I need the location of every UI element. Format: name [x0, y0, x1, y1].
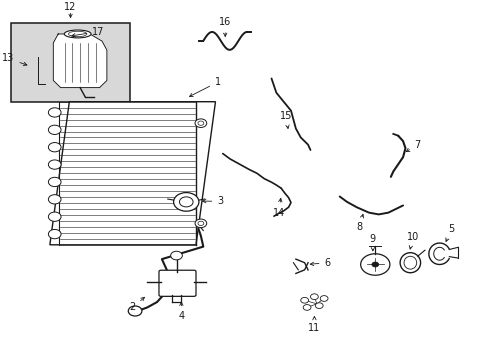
- Circle shape: [303, 305, 310, 310]
- Text: 10: 10: [406, 232, 418, 249]
- Text: 13: 13: [2, 53, 27, 66]
- FancyBboxPatch shape: [159, 270, 196, 296]
- Text: 6: 6: [310, 258, 330, 268]
- Circle shape: [198, 221, 203, 225]
- Circle shape: [48, 195, 61, 204]
- Circle shape: [48, 229, 61, 239]
- Bar: [11, 23, 130, 102]
- Circle shape: [48, 177, 61, 186]
- Text: 9: 9: [369, 234, 375, 251]
- Circle shape: [48, 108, 61, 117]
- Circle shape: [360, 254, 389, 275]
- Circle shape: [48, 160, 61, 169]
- Circle shape: [310, 294, 318, 300]
- Polygon shape: [50, 102, 215, 245]
- Circle shape: [300, 297, 308, 303]
- Text: 16: 16: [219, 17, 231, 36]
- Text: 2: 2: [129, 297, 144, 312]
- Circle shape: [128, 306, 142, 316]
- Circle shape: [195, 219, 206, 228]
- Circle shape: [371, 262, 378, 267]
- Text: 4: 4: [178, 302, 184, 321]
- Ellipse shape: [68, 31, 87, 37]
- Circle shape: [48, 125, 61, 135]
- Circle shape: [179, 197, 193, 207]
- Text: 12: 12: [64, 2, 77, 12]
- Ellipse shape: [64, 30, 91, 38]
- Text: 1: 1: [189, 77, 221, 96]
- Text: 11: 11: [307, 316, 320, 333]
- Circle shape: [320, 296, 327, 301]
- Circle shape: [48, 143, 61, 152]
- Polygon shape: [53, 34, 107, 87]
- Ellipse shape: [399, 253, 420, 273]
- Text: 14: 14: [272, 198, 285, 218]
- Circle shape: [48, 212, 61, 221]
- Text: 15: 15: [279, 111, 292, 129]
- Circle shape: [195, 119, 206, 127]
- Text: 7: 7: [406, 140, 420, 152]
- Circle shape: [198, 121, 203, 125]
- Circle shape: [170, 251, 182, 260]
- Ellipse shape: [403, 256, 416, 269]
- Text: 5: 5: [445, 224, 454, 242]
- Text: 17: 17: [72, 27, 104, 37]
- Circle shape: [315, 303, 323, 309]
- Circle shape: [173, 193, 199, 211]
- Text: 3: 3: [202, 196, 223, 206]
- Text: 8: 8: [355, 215, 363, 232]
